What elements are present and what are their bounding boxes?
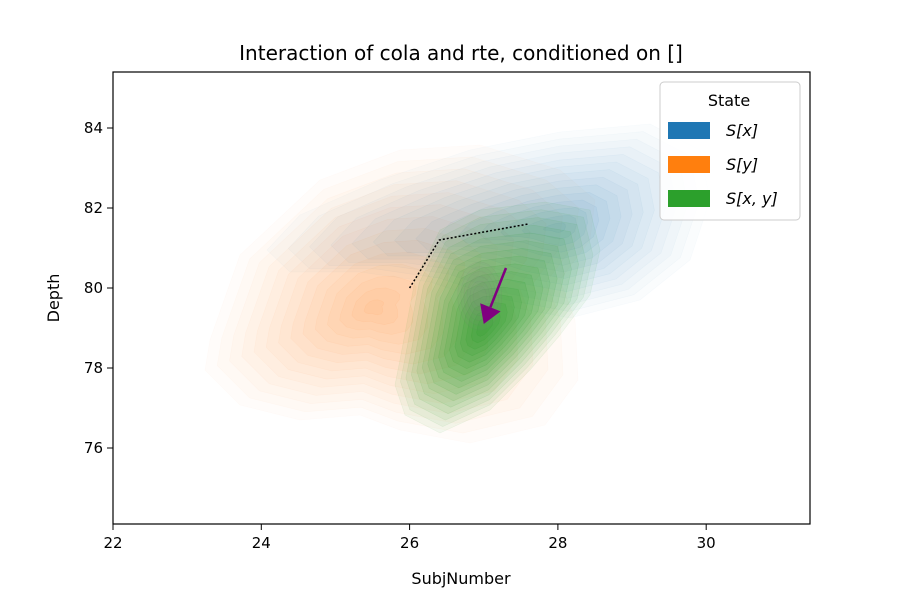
density-contour: [521, 214, 577, 240]
density-contour: [436, 184, 622, 266]
arrow-shaft: [489, 267, 508, 308]
y-axis: 76 78 80 82 84: [84, 119, 113, 457]
density-contour: [339, 275, 417, 335]
density-contour: [470, 309, 501, 344]
density-contour: [314, 251, 449, 355]
density-contour: [302, 240, 466, 365]
x-tick-label: 30: [697, 534, 716, 552]
density-series: [265, 204, 514, 394]
density-contour: [411, 224, 579, 414]
x-tick-label: 24: [252, 534, 271, 552]
density-contour: [405, 217, 586, 421]
legend-swatch: [668, 122, 710, 139]
arrow-head: [480, 303, 501, 324]
density-core-contour: [469, 280, 490, 312]
density-contour: [500, 207, 588, 246]
density-contour: [327, 263, 433, 345]
density-core: [457, 261, 503, 331]
x-axis: 22 24 26 28 30: [103, 524, 716, 552]
x-tick-label: 22: [103, 534, 122, 552]
y-tick-label: 76: [84, 439, 103, 457]
density-contour: [290, 228, 482, 375]
density-contour: [449, 279, 529, 369]
legend-swatch: [668, 156, 710, 173]
density-contour: [427, 248, 558, 395]
legend-title: State: [708, 91, 750, 110]
density-contour: [543, 222, 566, 233]
chart-title: Interaction of cola and rte, conditioned…: [239, 41, 683, 65]
density-contour: [363, 299, 384, 316]
y-tick-label: 78: [84, 359, 103, 377]
density-series: [330, 146, 677, 299]
density-contour: [400, 209, 594, 427]
x-tick-label: 26: [400, 534, 419, 552]
plot-frame: [112, 71, 811, 525]
y-tick-label: 84: [84, 119, 103, 137]
density-contour: [454, 286, 522, 363]
density-contour: [416, 232, 572, 408]
density-contour: [351, 287, 401, 325]
y-axis-label: Depth: [44, 274, 63, 323]
y-tick-label: 82: [84, 199, 103, 217]
legend-label: S[x]: [726, 121, 758, 140]
x-tick-label: 28: [548, 534, 567, 552]
density-contour: [479, 199, 600, 253]
legend-swatch: [668, 190, 710, 207]
density-contour: [438, 263, 544, 382]
density-contour: [415, 176, 633, 273]
legend-label: S[y]: [726, 155, 758, 174]
legend-label: S[x, y]: [726, 189, 778, 208]
density-contour: [265, 204, 514, 394]
annotation-layer: [408, 223, 529, 324]
density-contour: [458, 192, 611, 260]
legend: State S[x] S[y] S[x, y]: [659, 81, 801, 221]
density-contour: [465, 302, 508, 350]
density-contours: [265, 146, 677, 434]
density-contour: [443, 271, 537, 376]
y-tick-label: 80: [84, 279, 103, 297]
density-contour: [476, 317, 494, 337]
density-contour: [394, 201, 601, 434]
density-contour: [351, 154, 666, 292]
density-series: [394, 201, 601, 434]
dotted-path: [408, 223, 529, 289]
density-contour: [460, 294, 515, 356]
density-contour: [394, 169, 644, 279]
density-core-contour: [472, 285, 487, 307]
density-contour: [330, 146, 677, 299]
density-contour: [421, 240, 565, 402]
density-contour: [432, 255, 551, 389]
x-axis-label: SubjNumber: [411, 569, 511, 588]
density-contour: [373, 161, 655, 286]
legend-box: [659, 81, 801, 221]
